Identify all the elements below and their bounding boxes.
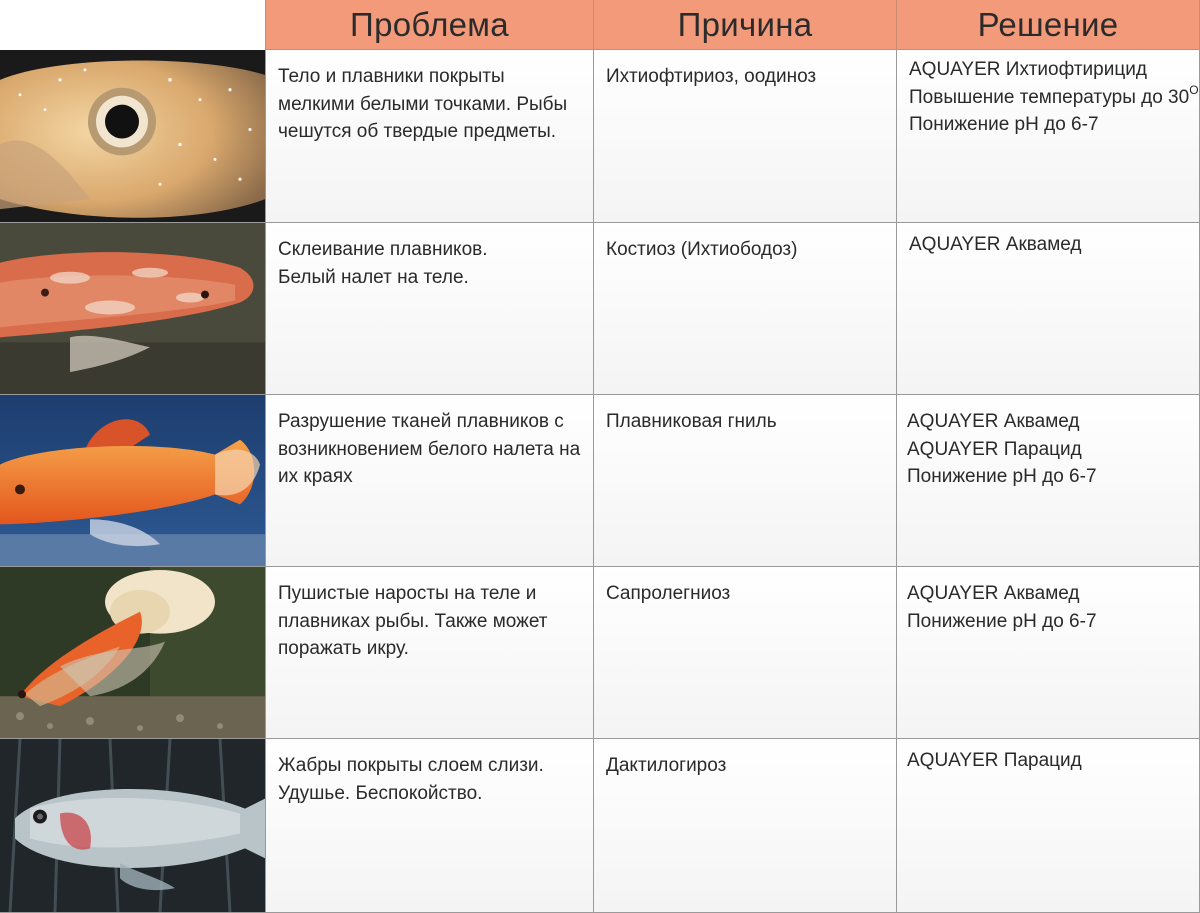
header-problem: Проблема [265,0,593,50]
fish-costiasis-photo [0,223,265,395]
solution-line: AQUAYER Аквамед [909,234,1082,255]
cause-text: Ихтиофтириоз, оодиноз [606,66,817,87]
cause-text: Сапролегниоз [606,583,731,604]
cause-cell: Дактилогироз [593,739,896,913]
problem-line: Склеивание плавников. [278,239,488,260]
solution-cell: AQUAYER Аквамед [896,223,1200,395]
cause-cell: Костиоз (Ихтиободоз) [593,223,896,395]
solution-cell: AQUAYER Аквамед Понижение pH до 6-7 [896,567,1200,739]
solution-line: AQUAYER Ихтиофтирицид [909,59,1147,80]
solution-line: Понижение pH до 6-7 [907,610,1097,632]
fish-fin-rot-photo [0,395,265,567]
fish-dactylogyrus-photo [0,739,265,913]
header-cause: Причина [593,0,896,50]
solution-cell: AQUAYER Аквамед AQUAYER Парацид Понижени… [896,395,1200,567]
solution-line: Понижение pH до 6-7 [909,114,1099,135]
problem-cell: Склеивание плавников. Белый налет на тел… [265,223,593,395]
problem-line: Удушье. Беспокойство. [278,782,483,804]
header-solution: Решение [896,0,1200,50]
solution-line: AQUAYER Аквамед [907,411,1080,432]
fish-saprolegnia-photo [0,567,265,739]
fish-white-spots-photo [0,50,265,223]
solution-line: AQUAYER Аквамед [907,583,1080,604]
degree-sup: O [1189,82,1199,97]
solution-line: AQUAYER Парацид [907,438,1082,460]
cause-text: Плавниковая гниль [606,411,777,432]
problem-text: Пушистые наросты на теле и плавниках рыб… [278,583,548,659]
solution-line: AQUAYER Парацид [907,750,1082,771]
solution-line-temperature: Повышение температуры до 30OC [909,84,1199,112]
problem-line: Белый налет на теле. [278,266,469,288]
problem-cell: Разрушение тканей плавников с возникнове… [265,395,593,567]
problem-line: Жабры покрыты слоем слизи. [278,755,544,776]
temp-unit: C [1199,87,1200,108]
cause-text: Костиоз (Ихтиободоз) [606,239,798,260]
cause-cell: Сапролегниоз [593,567,896,739]
problem-text: Тело и плавники покрыты мелкими белыми т… [278,66,568,142]
solution-cell: AQUAYER Парацид [896,739,1200,913]
solution-cell: AQUAYER Ихтиофтирицид Повышение температ… [896,50,1200,223]
cause-cell: Ихтиофтириоз, оодиноз [593,50,896,223]
problem-cell: Жабры покрыты слоем слизи. Удушье. Беспо… [265,739,593,913]
problem-cell: Тело и плавники покрыты мелкими белыми т… [265,50,593,223]
header-corner [0,0,265,50]
problem-text: Разрушение тканей плавников с возникнове… [278,411,581,487]
cause-text: Дактилогироз [606,755,727,776]
problem-cell: Пушистые наросты на теле и плавниках рыб… [265,567,593,739]
solution-line-text: Повышение температуры до 30 [909,86,1190,108]
solution-line: Понижение pH до 6-7 [907,466,1097,487]
cause-cell: Плавниковая гниль [593,395,896,567]
